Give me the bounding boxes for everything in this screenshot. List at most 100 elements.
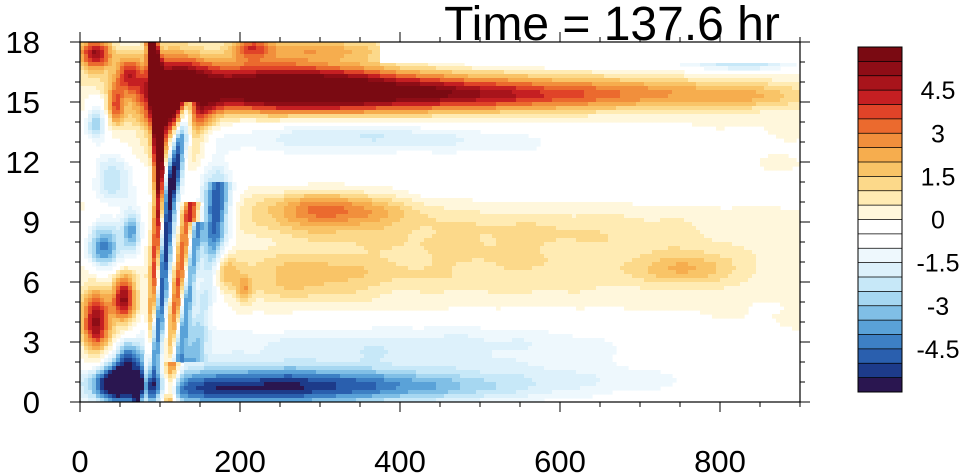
field-cell (784, 118, 789, 123)
field-cell (204, 54, 209, 59)
field-cell (412, 90, 417, 95)
field-cell (696, 82, 701, 87)
field-cell (228, 42, 233, 47)
field-cell (312, 134, 317, 139)
field-cell (464, 106, 469, 111)
field-cell (476, 114, 481, 119)
field-cell (332, 102, 337, 107)
field-cell (240, 106, 245, 111)
field-cell (396, 118, 401, 123)
field-cell (540, 118, 545, 123)
field-cell (564, 70, 569, 75)
field-cell (332, 138, 337, 143)
field-cell (124, 54, 129, 59)
field-cell (592, 98, 597, 103)
field-cell (332, 202, 337, 207)
field-cell (256, 194, 261, 199)
field-cell (340, 74, 345, 79)
field-cell (708, 114, 713, 119)
field-cell (128, 190, 133, 195)
field-cell (296, 46, 301, 51)
field-cell (104, 74, 109, 79)
field-cell (364, 110, 369, 115)
field-cell (488, 98, 493, 103)
field-cell (388, 74, 393, 79)
field-cell (784, 166, 789, 171)
field-cell (116, 178, 121, 183)
field-cell (356, 138, 361, 143)
field-cell (160, 130, 165, 135)
field-cell (180, 94, 185, 99)
field-cell (228, 66, 233, 71)
field-cell (132, 54, 137, 59)
field-cell (288, 114, 293, 119)
field-cell (648, 82, 653, 87)
field-cell (128, 74, 133, 79)
field-cell (436, 150, 441, 155)
field-cell (524, 86, 529, 91)
field-cell (528, 210, 533, 215)
field-cell (596, 74, 601, 79)
field-cell (360, 74, 365, 79)
field-cell (184, 70, 189, 75)
field-cell (692, 90, 697, 95)
field-cell (256, 198, 261, 203)
field-cell (372, 94, 377, 99)
field-cell (176, 82, 181, 87)
field-cell (704, 98, 709, 103)
field-cell (392, 78, 397, 83)
field-cell (784, 210, 789, 215)
field-cell (408, 82, 413, 87)
field-cell (164, 182, 169, 187)
field-cell (792, 210, 797, 215)
field-cell (696, 62, 701, 67)
field-cell (460, 74, 465, 79)
field-cell (284, 126, 289, 131)
field-cell (472, 206, 477, 211)
field-cell (132, 46, 137, 51)
field-cell (408, 86, 413, 91)
field-cell (304, 78, 309, 83)
field-cell (152, 62, 157, 67)
field-cell (304, 198, 309, 203)
field-cell (612, 70, 617, 75)
field-cell (556, 94, 561, 99)
field-cell (696, 210, 701, 215)
field-cell (684, 106, 689, 111)
field-cell (760, 110, 765, 115)
field-cell (784, 110, 789, 115)
field-cell (216, 58, 221, 63)
field-cell (148, 90, 153, 95)
field-cell (480, 118, 485, 123)
field-cell (608, 206, 613, 211)
field-cell (200, 154, 205, 159)
field-cell (176, 70, 181, 75)
field-cell (396, 194, 401, 199)
field-cell (160, 106, 165, 111)
field-cell (196, 94, 201, 99)
field-cell (88, 86, 93, 91)
field-cell (508, 86, 513, 91)
field-cell (92, 138, 97, 143)
field-cell (500, 114, 505, 119)
field-cell (780, 74, 785, 79)
field-cell (524, 66, 529, 71)
field-cell (476, 86, 481, 91)
field-cell (384, 126, 389, 131)
field-cell (296, 114, 301, 119)
field-cell (404, 94, 409, 99)
field-cell (788, 210, 793, 215)
field-cell (184, 154, 189, 159)
field-cell (144, 126, 149, 131)
field-cell (176, 194, 181, 199)
field-cell (660, 86, 665, 91)
field-cell (712, 102, 717, 107)
field-cell (276, 42, 281, 47)
field-cell (644, 98, 649, 103)
field-cell (444, 62, 449, 67)
field-cell (388, 70, 393, 75)
field-cell (156, 78, 161, 83)
field-cell (120, 202, 125, 207)
field-cell (164, 74, 169, 79)
field-cell (540, 74, 545, 79)
